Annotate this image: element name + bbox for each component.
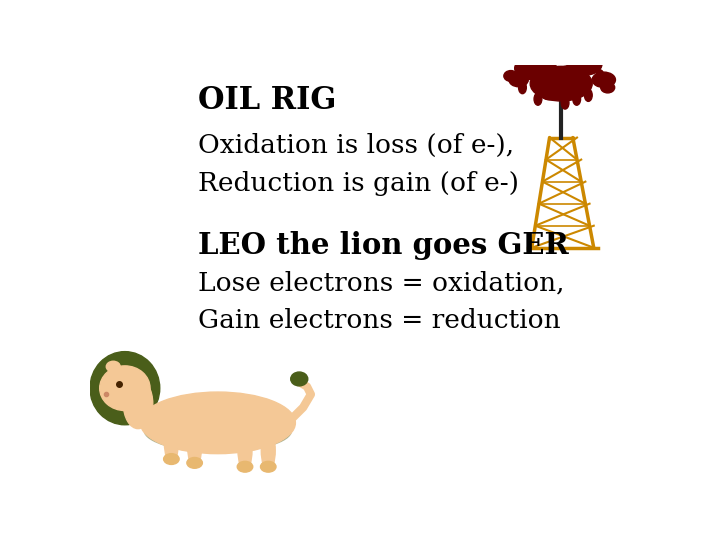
- Ellipse shape: [187, 457, 202, 468]
- Ellipse shape: [90, 352, 160, 425]
- Ellipse shape: [140, 392, 295, 454]
- Ellipse shape: [509, 73, 528, 87]
- Ellipse shape: [515, 57, 554, 80]
- Text: OIL RIG: OIL RIG: [199, 85, 337, 116]
- Ellipse shape: [261, 430, 275, 470]
- Ellipse shape: [188, 427, 202, 467]
- Ellipse shape: [534, 93, 542, 105]
- Ellipse shape: [530, 66, 593, 101]
- Ellipse shape: [555, 48, 582, 65]
- Ellipse shape: [123, 379, 153, 429]
- Ellipse shape: [542, 91, 557, 100]
- Ellipse shape: [99, 366, 150, 410]
- Text: Gain electrons = reduction: Gain electrons = reduction: [199, 308, 561, 333]
- Ellipse shape: [593, 72, 616, 87]
- Ellipse shape: [573, 93, 580, 105]
- Text: Oxidation is loss (of e-),: Oxidation is loss (of e-),: [199, 133, 515, 158]
- Ellipse shape: [291, 372, 307, 386]
- Ellipse shape: [585, 89, 593, 102]
- Text: Lose electrons = oxidation,: Lose electrons = oxidation,: [199, 271, 565, 295]
- Ellipse shape: [238, 430, 252, 470]
- Ellipse shape: [596, 70, 604, 82]
- Ellipse shape: [144, 409, 292, 452]
- Ellipse shape: [261, 461, 276, 472]
- Text: Reduction is gain (of e-): Reduction is gain (of e-): [199, 171, 520, 196]
- Ellipse shape: [164, 423, 179, 463]
- Ellipse shape: [518, 82, 526, 93]
- Ellipse shape: [107, 361, 120, 372]
- Ellipse shape: [549, 55, 557, 67]
- Ellipse shape: [504, 71, 518, 82]
- Text: LEO the lion goes GER: LEO the lion goes GER: [199, 231, 570, 260]
- Ellipse shape: [600, 82, 615, 93]
- Ellipse shape: [567, 53, 602, 75]
- Ellipse shape: [163, 454, 179, 464]
- Ellipse shape: [238, 461, 253, 472]
- Ellipse shape: [561, 97, 569, 109]
